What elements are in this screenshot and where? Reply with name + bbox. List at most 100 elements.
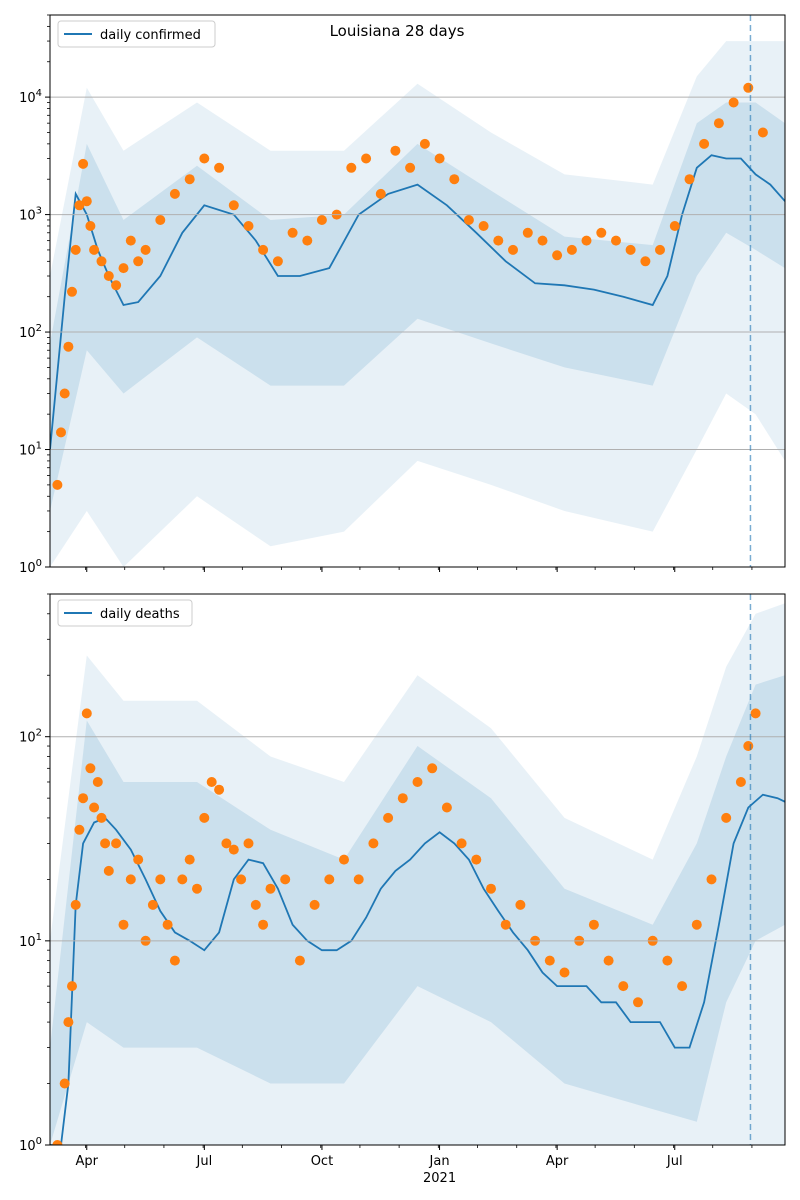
y-tick-label: 101: [19, 932, 42, 950]
axes-frame: [49, 593, 786, 1146]
data-point: [699, 138, 710, 149]
data-point: [743, 741, 754, 751]
data-point: [655, 244, 665, 255]
data-point: [184, 174, 195, 185]
data-point: [427, 763, 438, 774]
data-point: [486, 883, 496, 894]
x-tick-label: Oct: [311, 1154, 333, 1169]
data-point: [603, 955, 614, 966]
data-point: [155, 874, 166, 885]
data-point: [559, 967, 570, 978]
data-point: [361, 153, 372, 164]
data-point: [243, 221, 254, 231]
data-point: [743, 82, 754, 93]
data-point: [375, 188, 386, 199]
data-point: [684, 174, 695, 185]
data-point: [265, 883, 276, 894]
data-point: [59, 1078, 70, 1089]
data-point: [92, 777, 103, 787]
data-point: [206, 777, 217, 787]
data-point: [199, 153, 210, 164]
data-point: [70, 244, 81, 255]
data-point: [537, 235, 548, 246]
data-point: [85, 763, 96, 774]
data-point: [162, 919, 173, 930]
chart-title: Louisiana 28 days: [330, 22, 465, 40]
data-point: [199, 812, 210, 823]
outer-uncertainty-band: [50, 41, 785, 567]
data-point: [471, 854, 482, 865]
legend: daily deaths: [57, 599, 193, 627]
data-point: [588, 919, 599, 930]
data-point: [611, 235, 621, 246]
data-point: [691, 919, 702, 930]
data-point: [596, 227, 607, 238]
data-point: [140, 244, 151, 255]
data-point: [397, 793, 408, 804]
x-tick-label: Jul: [196, 1154, 213, 1169]
y-tick-label: 100: [19, 558, 42, 576]
legend-box: [57, 20, 216, 48]
y-tick-label: 101: [19, 441, 42, 459]
y-tick-label: 100: [19, 1136, 42, 1154]
data-point: [118, 263, 129, 274]
data-point: [441, 802, 452, 813]
data-point: [243, 838, 254, 849]
data-point: [309, 899, 320, 910]
outer-uncertainty-band: [50, 603, 785, 1145]
data-point: [96, 256, 107, 267]
data-point: [250, 899, 261, 910]
data-point: [81, 708, 92, 719]
x-tick-label: Jan: [429, 1154, 450, 1169]
data-point: [78, 158, 89, 169]
data-point: [669, 221, 680, 231]
plot-area: [50, 603, 785, 1145]
legend-label: daily deaths: [100, 607, 180, 622]
deaths-panel: 100 101 102 Apr Jul Oct Jan Apr Jul daily deaths: [19, 593, 786, 1169]
data-point: [500, 919, 511, 930]
data-point: [228, 844, 239, 855]
data-point: [280, 874, 291, 885]
data-point: [177, 874, 188, 885]
y-tick-label: 102: [19, 323, 42, 341]
data-point: [63, 341, 74, 352]
data-point: [125, 874, 136, 885]
data-point: [728, 97, 739, 108]
data-point: [662, 955, 673, 966]
data-point: [456, 838, 467, 849]
data-point: [316, 215, 327, 225]
x-tick-label: Jul: [666, 1154, 683, 1169]
data-point: [412, 777, 423, 787]
inner-uncertainty-band: [50, 675, 785, 1145]
legend-label: daily confirmed: [100, 28, 201, 43]
data-point: [258, 244, 269, 255]
data-point: [272, 256, 283, 267]
data-point: [125, 235, 136, 246]
plot-area: [50, 41, 785, 567]
data-point: [302, 235, 313, 246]
data-point: [89, 244, 100, 255]
data-point: [544, 955, 555, 966]
data-point: [735, 777, 746, 787]
data-point: [581, 235, 592, 246]
data-point: [713, 118, 724, 129]
data-point: [236, 874, 247, 885]
data-point: [63, 1017, 74, 1028]
data-point: [184, 854, 195, 865]
data-point: [78, 793, 89, 804]
data-point: [515, 899, 526, 910]
data-point: [74, 824, 85, 835]
data-point: [192, 883, 202, 894]
data-point: [478, 221, 489, 231]
confirmed-panel: 100 101 102 103 104 daily confirmed: [19, 14, 786, 576]
data-point: [522, 227, 533, 238]
data-point: [52, 1140, 63, 1145]
data-point: [493, 235, 504, 246]
data-point: [353, 874, 364, 885]
x-year-label: 2021: [423, 1171, 456, 1186]
data-point: [625, 244, 636, 255]
data-point: [566, 244, 577, 255]
data-point: [155, 215, 166, 225]
data-point: [89, 802, 100, 813]
